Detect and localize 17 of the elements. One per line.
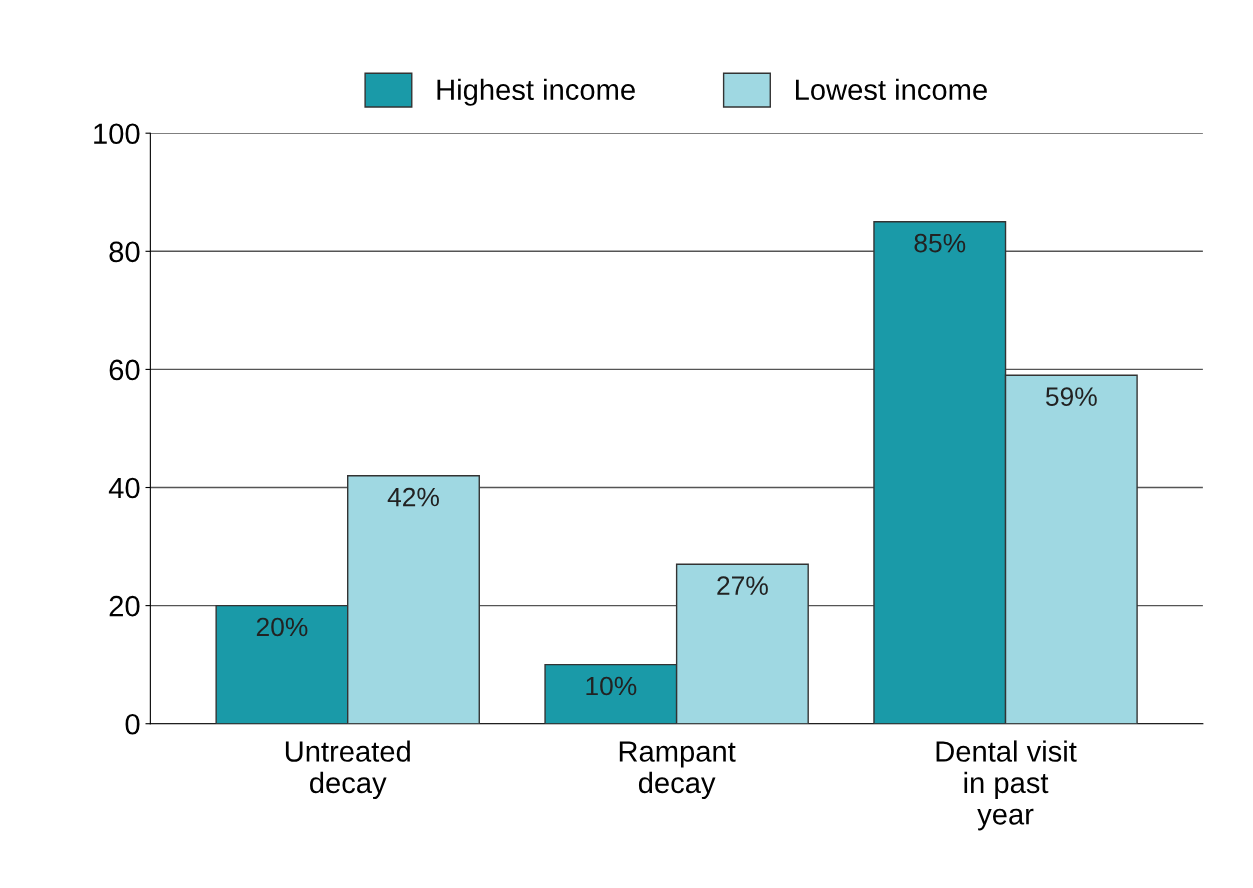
legend-label: Lowest income [796,78,987,101]
x-tick-label: Dental visit in past year [936,740,1077,831]
y-tick-label: 0 [125,713,140,735]
legend-label: Highest income [437,78,635,106]
x-tick-label: Rampant decay [619,741,736,799]
data-label: 59% [1045,387,1097,407]
y-tick-label: 80 [109,241,140,263]
x-tick-label: Untreated decay [285,740,410,799]
y-tick-label: 20 [109,595,140,617]
y-tick-label: 60 [109,359,140,381]
data-label: 20% [256,617,308,637]
data-label: 42% [387,487,439,507]
data-label: 27% [717,576,768,595]
y-tick-label: 100 [94,123,140,145]
data-label: 85% [914,233,966,253]
y-tick-label: 40 [108,477,140,499]
data-label: 10% [586,676,637,696]
